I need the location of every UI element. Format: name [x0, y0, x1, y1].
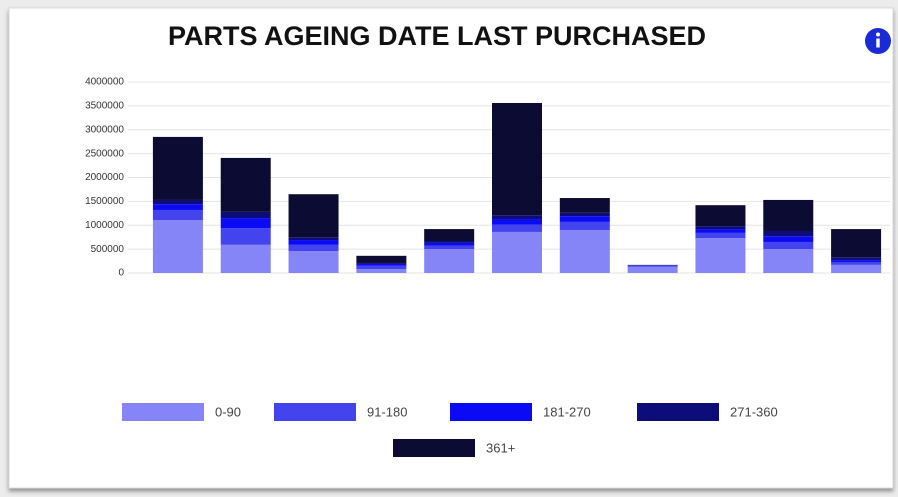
bar-segment — [288, 194, 339, 238]
info-icon[interactable] — [865, 28, 891, 54]
legend-swatch — [637, 403, 719, 421]
bar-segment — [220, 218, 271, 229]
legend-label: 361+ — [486, 440, 515, 455]
bar-segment — [559, 212, 610, 217]
bar-segment — [152, 219, 203, 273]
bar-segment — [695, 205, 746, 227]
bar-segment — [492, 103, 542, 216]
y-tick-label: 1500000 — [85, 196, 124, 207]
bar-segment — [220, 244, 271, 273]
y-tick-label: 500000 — [91, 244, 125, 255]
bar-segment — [356, 255, 407, 263]
y-tick-label: 3000000 — [85, 124, 124, 135]
bar-segment — [288, 251, 339, 273]
bar-segment — [424, 241, 475, 243]
legend-label: 181-270 — [543, 404, 591, 419]
bar-segment — [288, 244, 339, 252]
legend-label: 91-180 — [367, 404, 407, 419]
bar-segment — [831, 257, 882, 261]
bar-segment — [559, 221, 610, 231]
bar-segment — [288, 240, 339, 245]
bar-segment — [695, 226, 746, 230]
bar-segment — [288, 237, 339, 241]
chart-title: PARTS AGEING DATE LAST PURCHASED — [168, 21, 706, 51]
legend-label: 0-90 — [215, 404, 241, 419]
bar-segment — [831, 262, 882, 265]
y-tick-label: 1000000 — [85, 220, 124, 231]
bar-segment — [695, 229, 746, 233]
bar-segment — [356, 265, 407, 270]
bar-segment — [424, 242, 475, 246]
bar-segment — [559, 198, 610, 213]
y-tick-label: 3500000 — [85, 101, 124, 112]
bar-segment — [152, 136, 203, 200]
bar-segment — [695, 238, 746, 273]
info-icon-dot[interactable] — [876, 32, 880, 37]
bar-segment — [831, 264, 882, 273]
bar-segment — [356, 262, 407, 264]
bar-segment — [492, 224, 542, 232]
info-icon-stem[interactable] — [876, 38, 880, 48]
bar-segment — [492, 215, 542, 220]
bar-segment — [763, 236, 814, 242]
bar-segment — [424, 229, 475, 242]
bar-segment — [356, 269, 407, 273]
bar-segment — [152, 204, 203, 210]
y-tick-label: 0 — [118, 268, 124, 279]
bar-segment — [424, 245, 475, 250]
bar-segment — [220, 211, 271, 219]
bar-segment — [763, 230, 814, 237]
bar-segment — [763, 199, 814, 231]
bar-segment — [559, 216, 610, 222]
bar-segment — [492, 231, 542, 273]
y-tick-label: 2500000 — [85, 148, 124, 159]
legend-swatch — [122, 403, 204, 421]
bar-segment — [763, 241, 814, 250]
y-tick-label: 2000000 — [85, 172, 124, 183]
bar-segment — [695, 232, 746, 239]
bar-segment — [152, 199, 203, 205]
legend-label: 271-360 — [730, 404, 778, 419]
bar-segment — [627, 266, 678, 273]
y-tick-label: 4000000 — [85, 77, 124, 88]
bar-segment — [220, 228, 271, 245]
bar-segment — [559, 230, 610, 273]
legend-swatch — [450, 403, 532, 421]
bar-segment — [763, 249, 814, 273]
bar-segment — [356, 263, 407, 266]
bar-segment — [831, 229, 882, 258]
bar-segment — [152, 209, 203, 220]
bar-segment — [424, 249, 475, 273]
legend-swatch — [274, 403, 356, 421]
bar-segment — [492, 219, 542, 225]
legend-swatch — [393, 439, 475, 457]
bar-segment — [220, 157, 271, 212]
bar-segment — [627, 265, 678, 267]
bar-segment — [831, 260, 882, 263]
